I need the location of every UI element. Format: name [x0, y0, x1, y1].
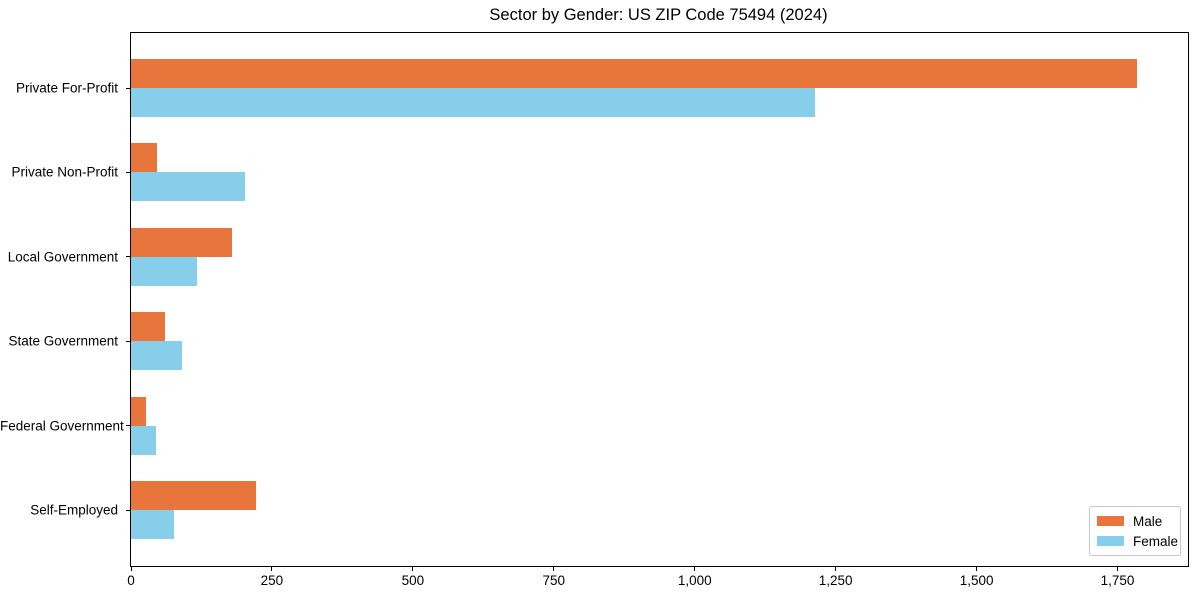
x-tick-label: 1,500 — [959, 573, 994, 588]
x-tick-label: 0 — [127, 573, 135, 588]
x-tick — [1117, 567, 1119, 571]
y-tick-label-state-government: State Government — [8, 333, 118, 349]
bar-male-self-employed — [131, 481, 257, 510]
y-tick — [126, 425, 130, 427]
y-tick-label-self-employed: Self-Employed — [30, 502, 118, 518]
bar-male-local-government — [131, 227, 232, 257]
bar-male-federal-government — [131, 396, 146, 426]
x-tick — [130, 567, 132, 571]
plot-area — [130, 32, 1189, 567]
chart-title: Sector by Gender: US ZIP Code 75494 (202… — [489, 6, 828, 24]
bar-male-state-government — [131, 312, 165, 342]
legend-label-male: Male — [1133, 513, 1163, 529]
y-tick — [126, 340, 130, 342]
y-tick-label-private-for-profit: Private For-Profit — [15, 80, 118, 96]
x-tick — [271, 567, 273, 571]
y-tick — [126, 256, 130, 258]
y-tick — [126, 509, 130, 511]
x-tick-label: 1,250 — [818, 573, 853, 588]
x-tick — [694, 567, 696, 571]
x-tick-label: 1,750 — [1100, 573, 1135, 588]
legend-swatch-female — [1097, 536, 1124, 546]
x-tick — [553, 567, 555, 571]
bar-female-private-for-profit — [131, 88, 816, 117]
x-tick-label: 1,000 — [677, 573, 712, 588]
bar-female-local-government — [131, 256, 197, 286]
y-tick-label-federal-government: Federal Government — [0, 418, 124, 434]
bar-female-private-non-profit — [131, 172, 245, 202]
y-tick — [126, 171, 130, 173]
legend: Male Female — [1089, 506, 1181, 556]
legend-label-female: Female — [1133, 533, 1179, 549]
x-tick-label: 500 — [401, 573, 425, 588]
x-tick — [835, 567, 837, 571]
legend-item-male: Male — [1097, 514, 1180, 529]
bar-male-private-for-profit — [131, 59, 1137, 88]
x-tick — [412, 567, 414, 571]
legend-item-female: Female — [1097, 534, 1180, 549]
legend-swatch-male — [1097, 516, 1124, 526]
y-tick-label-private-non-profit: Private Non-Profit — [11, 164, 118, 180]
bar-male-private-non-profit — [131, 143, 157, 173]
x-tick-label: 750 — [542, 573, 566, 588]
y-tick — [126, 87, 130, 89]
bar-female-federal-government — [131, 425, 157, 455]
y-tick-label-local-government: Local Government — [7, 249, 118, 265]
x-tick-label: 250 — [260, 573, 284, 588]
bar-female-self-employed — [131, 510, 174, 539]
bar-female-state-government — [131, 341, 182, 371]
x-tick — [976, 567, 978, 571]
